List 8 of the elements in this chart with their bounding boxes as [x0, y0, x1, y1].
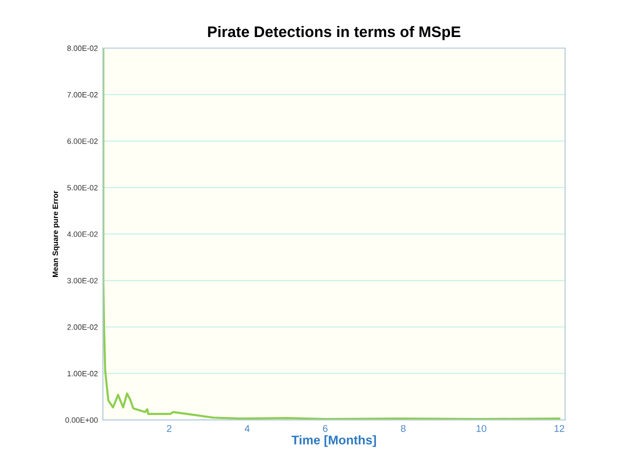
x-tick-label: 2 — [166, 425, 172, 432]
chart-title: Pirate Detections in terms of MSpE — [208, 26, 460, 40]
x-tick-label: 12 — [554, 425, 564, 432]
x-tick-label: 10 — [476, 425, 486, 432]
x-tick-label: 8 — [400, 425, 406, 432]
x-tick-label: 6 — [323, 425, 328, 432]
x-axis-title: Time [Months] — [292, 435, 376, 447]
x-tick-label: 4 — [244, 425, 250, 432]
